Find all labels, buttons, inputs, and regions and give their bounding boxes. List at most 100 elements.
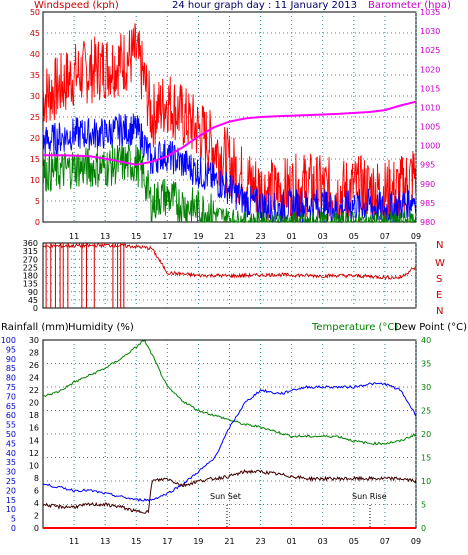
- wind-tick-5: 5: [35, 197, 40, 206]
- windspeed-axis-label: Windspeed (kph): [34, 0, 119, 11]
- rain-tick-5: 5: [11, 515, 16, 524]
- wind-panel-series: [42, 23, 417, 224]
- p3-hour-21: 21: [224, 537, 234, 546]
- rain-tick-0: 0: [11, 524, 16, 533]
- humidity-tick-12: 12: [29, 449, 39, 458]
- humidity-line: [42, 382, 417, 502]
- humidity-tick-14: 14: [29, 436, 39, 445]
- average-wind-line: [42, 113, 417, 223]
- humidity-tick-18: 18: [29, 411, 39, 420]
- temp-tick-20: 20: [421, 430, 431, 439]
- dir-tick-0: 0: [33, 304, 38, 313]
- baro-tick-990: 990: [420, 180, 435, 189]
- rain-tick-35: 35: [6, 458, 16, 467]
- rain-tick-90: 90: [6, 355, 16, 364]
- p1-hour-07: 07: [380, 232, 390, 241]
- p1-hour-19: 19: [193, 232, 203, 241]
- wind-tick-50: 50: [30, 8, 40, 17]
- temp-panel-hour-ticks: 11 13 15 17 19 21 23 01 03 05 07 09: [69, 537, 421, 546]
- humidity-tick-22: 22: [29, 386, 39, 395]
- temperature-axis-label: Temperature (°C): [311, 322, 398, 333]
- p1-hour-15: 15: [131, 232, 141, 241]
- wind-tick-10: 10: [30, 176, 40, 185]
- humidity-tick-16: 16: [29, 424, 39, 433]
- rain-tick-85: 85: [6, 364, 16, 373]
- wind-tick-35: 35: [30, 71, 40, 80]
- baro-tick-1035: 1035: [420, 8, 440, 17]
- barometer-axis-label: Barometer (hpa): [368, 0, 451, 11]
- dir-tick-135: 135: [23, 280, 38, 289]
- baro-tick-985: 985: [420, 199, 435, 208]
- barometer-axis-ticks: 980 985 990 995 1000 1005 1010 1015 1020 1025 1030…: [420, 8, 440, 227]
- baro-tick-1000: 1000: [420, 142, 440, 151]
- pressure-line: [43, 100, 417, 166]
- temperature-axis-ticks: 0 5 10 15 20 25 30 35 40: [421, 336, 431, 533]
- sunset-label: Sun Set: [210, 492, 241, 501]
- p3-hour-13: 13: [100, 537, 110, 546]
- humidity-tick-2: 2: [34, 511, 39, 520]
- baro-tick-1020: 1020: [420, 65, 440, 74]
- rain-tick-40: 40: [6, 449, 16, 458]
- temperature-line: [43, 340, 417, 446]
- p3-hour-23: 23: [255, 537, 265, 546]
- baro-tick-1030: 1030: [420, 27, 440, 36]
- humidity-tick-20: 20: [29, 399, 39, 408]
- wind-tick-30: 30: [30, 92, 40, 101]
- dew-point-line: [42, 469, 417, 514]
- p3-hour-19: 19: [193, 537, 203, 546]
- rainfall-axis-label: Rainfall (mm): [1, 322, 69, 333]
- p3-hour-07: 07: [380, 537, 390, 546]
- baro-tick-1005: 1005: [420, 123, 440, 132]
- gust-wind-line: [42, 23, 417, 223]
- p3-hour-03: 03: [318, 537, 328, 546]
- rain-tick-80: 80: [6, 374, 16, 383]
- p1-hour-01: 01: [287, 232, 297, 241]
- rain-tick-65: 65: [6, 402, 16, 411]
- rain-tick-100: 100: [1, 336, 16, 345]
- p1-hour-09: 09: [411, 232, 421, 241]
- rain-tick-20: 20: [6, 486, 16, 495]
- rain-tick-45: 45: [6, 439, 16, 448]
- baro-tick-1015: 1015: [420, 84, 440, 93]
- humidity-tick-24: 24: [29, 374, 39, 383]
- dir-tick-315: 315: [23, 247, 38, 256]
- wind-tick-15: 15: [30, 155, 40, 164]
- humidity-axis-label: Humidity (%): [68, 322, 134, 333]
- dir-letter-e: E: [436, 290, 442, 301]
- wind-tick-20: 20: [30, 134, 40, 143]
- rain-tick-15: 15: [6, 496, 16, 505]
- wind-direction-letters: N W S E N: [435, 240, 445, 317]
- rain-tick-25: 25: [6, 477, 16, 486]
- wind-tick-25: 25: [30, 113, 40, 122]
- humidity-tick-0: 0: [34, 524, 39, 533]
- rain-tick-30: 30: [6, 468, 16, 477]
- humidity-tick-10: 10: [29, 461, 39, 470]
- temp-tick-15: 15: [421, 454, 431, 463]
- chart-title: 24 hour graph day : 11 January 2013: [172, 0, 357, 11]
- temp-tick-10: 10: [421, 477, 431, 486]
- temp-tick-35: 35: [421, 360, 431, 369]
- wind-tick-40: 40: [30, 50, 40, 59]
- wind-direction-line: [42, 241, 416, 281]
- dir-tick-225: 225: [23, 263, 38, 272]
- dir-letter-w: W: [435, 258, 445, 269]
- temp-tick-5: 5: [421, 501, 426, 510]
- wind-tick-0: 0: [35, 218, 40, 227]
- p3-hour-09: 09: [411, 537, 421, 546]
- dir-tick-270: 270: [23, 255, 38, 264]
- p1-hour-23: 23: [255, 232, 265, 241]
- dir-tick-360: 360: [23, 239, 38, 248]
- rain-tick-75: 75: [6, 383, 16, 392]
- dir-tick-180: 180: [23, 272, 38, 281]
- p3-hour-15: 15: [131, 537, 141, 546]
- p3-hour-01: 01: [287, 537, 297, 546]
- rain-tick-60: 60: [6, 411, 16, 420]
- temp-panel-series: [42, 340, 417, 529]
- temp-tick-30: 30: [421, 383, 431, 392]
- temp-tick-0: 0: [421, 524, 426, 533]
- dir-tick-90: 90: [28, 288, 38, 297]
- humidity-tick-30: 30: [29, 336, 39, 345]
- baro-tick-995: 995: [420, 161, 435, 170]
